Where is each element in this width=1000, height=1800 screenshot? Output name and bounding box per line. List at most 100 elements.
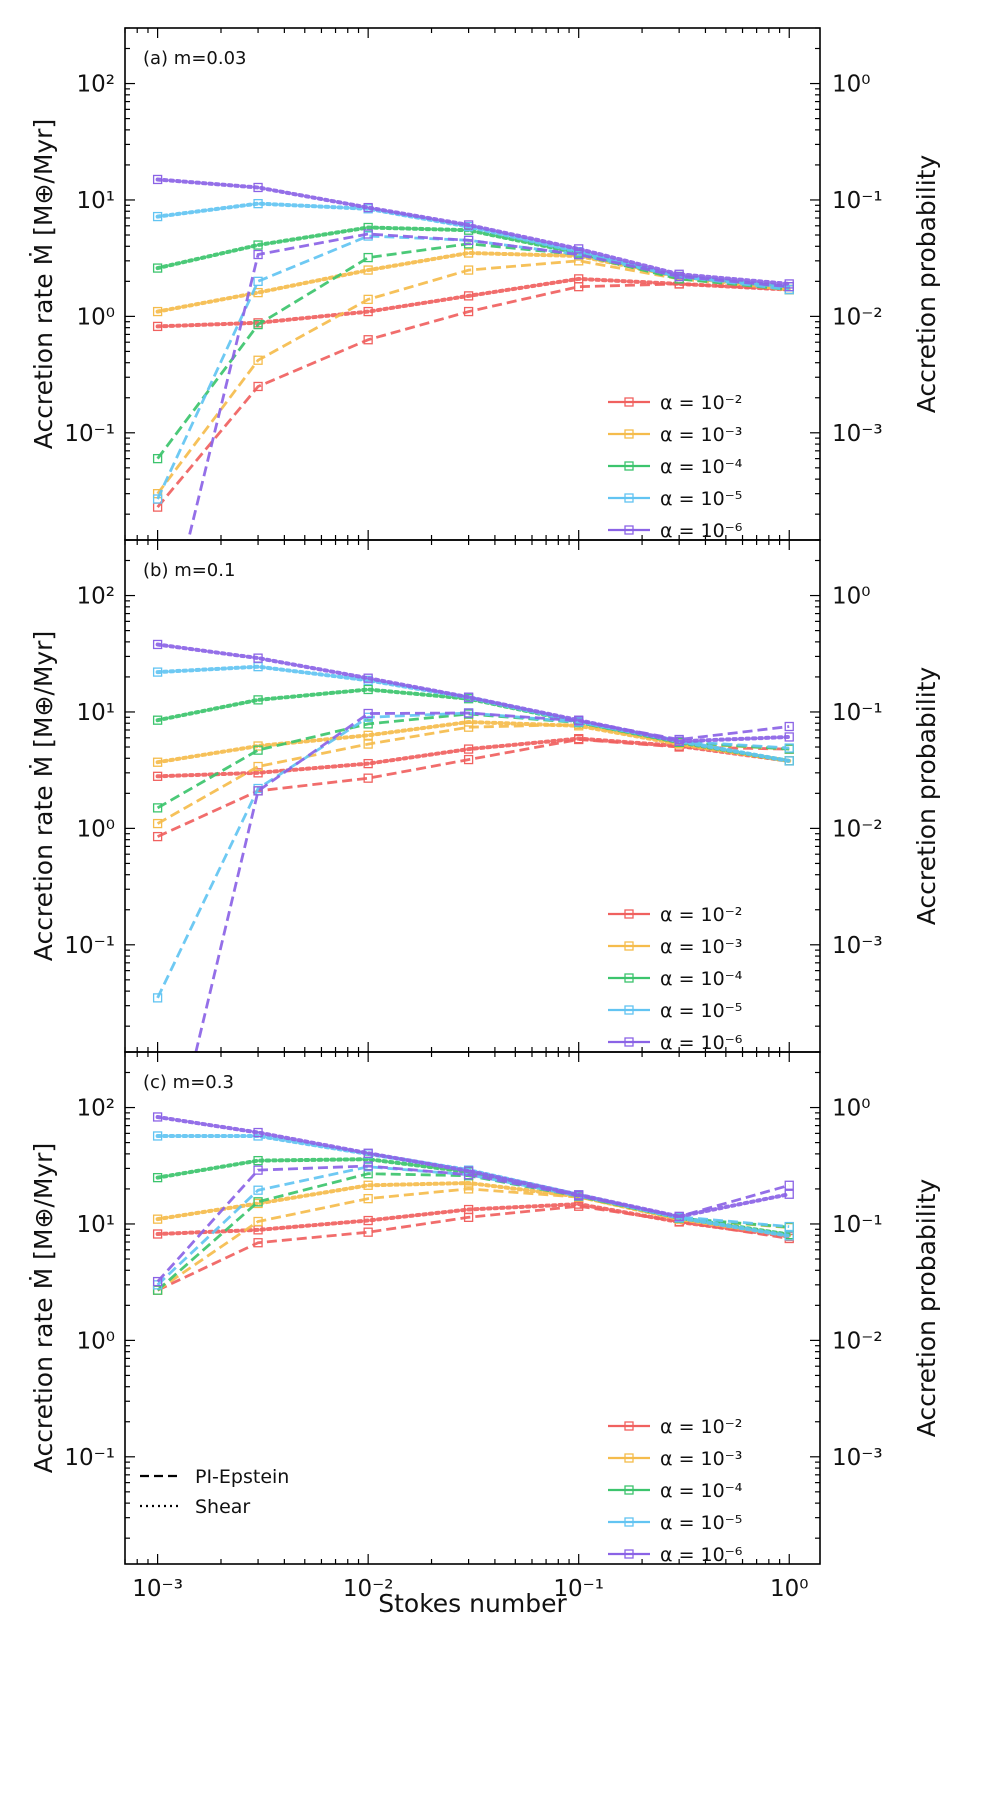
data-point-marker: [363, 773, 373, 783]
y2-tick-label: 10⁻²: [832, 304, 883, 330]
panels-group: 10⁻¹ 10⁰ 10¹ 10² 10⁻³ 10⁻² 10⁻¹ 10⁰ (a) m=0.03 Ac…: [29, 27, 941, 1602]
data-point-marker: [363, 1148, 373, 1158]
method-legend-label: Shear: [195, 1496, 250, 1518]
y-tick-label: 10⁻¹: [64, 1445, 115, 1471]
legend-entry: α = 10⁻⁴: [660, 1480, 743, 1502]
data-point-marker: [463, 1212, 474, 1222]
legend-entry: α = 10⁻³: [660, 424, 742, 446]
data-point-marker: [463, 248, 474, 258]
data-point-marker: [253, 182, 263, 193]
data-point-marker: [574, 249, 584, 260]
data-point-marker: [152, 639, 163, 650]
legend-entry: α = 10⁻⁴: [660, 968, 743, 990]
data-point-marker: [152, 993, 163, 1003]
data-point-marker: [674, 271, 684, 282]
legend-entry: α = 10⁻²: [660, 1416, 742, 1438]
data-point-marker: [363, 1180, 373, 1190]
y-tick-label: 10⁰: [77, 1328, 116, 1354]
data-point-marker: [363, 730, 373, 740]
data-point-marker: [363, 708, 373, 719]
y-tick-label: 10⁻¹: [64, 933, 115, 959]
y-axis-title: Accretion rate Ṁ [M⊕/Myr]: [29, 1143, 58, 1473]
data-point-marker: [152, 174, 163, 185]
data-point-marker: [363, 294, 373, 305]
data-point-marker: [784, 756, 794, 766]
data-point-marker: [784, 1189, 794, 1199]
alpha-legend: α = 10⁻² α = 10⁻³ α = 10⁻⁴ α = 10⁻⁵ α = 10⁻⁶: [608, 1416, 743, 1566]
y-tick-label: 10¹: [77, 1212, 116, 1238]
data-point-marker: [152, 757, 163, 767]
data-point-marker: [253, 695, 263, 705]
panel-label: (a) m=0.03: [143, 48, 247, 69]
legend-entry: α = 10⁻²: [660, 392, 742, 414]
data-point-marker: [463, 265, 474, 275]
data-point-marker: [253, 240, 263, 250]
alpha-legend: α = 10⁻² α = 10⁻³ α = 10⁻⁴ α = 10⁻⁵ α = 10⁻⁶: [608, 904, 743, 1054]
x-tick-label: 10⁰: [770, 1576, 809, 1602]
data-point-marker: [152, 715, 163, 725]
data-point-marker: [253, 1155, 263, 1166]
y2-axis-title: Accretion probability: [912, 1179, 941, 1438]
series-line-dashed-2: [156, 1172, 790, 1292]
data-point-marker: [152, 818, 163, 829]
data-point-marker: [363, 252, 373, 263]
legend-entry: α = 10⁻²: [660, 904, 742, 926]
data-point-marker: [152, 1214, 163, 1224]
legend-entry: α = 10⁻⁴: [660, 456, 743, 478]
data-point-marker: [253, 768, 263, 778]
y2-tick-label: 10⁰: [832, 72, 871, 98]
data-point-marker: [253, 653, 263, 663]
data-point-marker: [253, 276, 263, 286]
data-point-marker: [363, 306, 373, 317]
data-point-marker: [363, 202, 373, 213]
data-point-marker: [463, 692, 474, 702]
legend-marker: [624, 1453, 634, 1463]
data-point-marker: [784, 1180, 794, 1190]
data-point-marker: [463, 722, 474, 732]
legend-marker: [624, 973, 634, 983]
data-point-marker: [253, 761, 263, 772]
legend-marker: [624, 1421, 634, 1431]
data-point-marker: [363, 229, 373, 239]
series-line-dashed-4: [186, 232, 790, 540]
data-point-marker: [253, 786, 263, 796]
data-point-marker: [363, 1193, 373, 1204]
data-point-marker: [253, 355, 263, 365]
y-tick-label: 10⁰: [77, 816, 116, 842]
chart-panel-1: 10⁻¹ 10⁰ 10¹ 10² 10⁻³ 10⁻² 10⁻¹ 10⁰ (b) m=0.1 Acc…: [29, 539, 941, 1054]
data-point-marker: [152, 1131, 163, 1141]
legend-marker: [624, 1005, 634, 1015]
y2-tick-label: 10⁻¹: [832, 700, 883, 726]
data-point-marker: [784, 1222, 794, 1232]
data-point-marker: [784, 743, 794, 753]
data-point-marker: [363, 1227, 373, 1237]
legend-entry: α = 10⁻⁶: [660, 520, 742, 542]
series-group: [152, 1112, 794, 1295]
y2-tick-label: 10⁰: [832, 584, 871, 610]
x-tick-label: 10⁻¹: [553, 1576, 604, 1602]
data-point-marker: [784, 1231, 794, 1241]
data-point-marker: [674, 734, 684, 745]
data-point-marker: [363, 673, 373, 683]
legend-entry: α = 10⁻⁵: [660, 488, 742, 510]
series-line-dashed-0: [156, 282, 790, 508]
data-point-marker: [152, 1172, 163, 1183]
alpha-legend: α = 10⁻² α = 10⁻³ α = 10⁻⁴ α = 10⁻⁵ α = 10⁻⁶: [608, 392, 743, 542]
y-tick-label: 10⁰: [77, 304, 116, 330]
y2-tick-label: 10⁰: [832, 1096, 871, 1122]
y2-tick-label: 10⁻¹: [832, 188, 883, 214]
y-tick-label: 10¹: [77, 188, 116, 214]
data-point-marker: [363, 335, 373, 345]
legend-marker: [624, 525, 634, 535]
legend-marker: [624, 909, 634, 919]
data-point-marker: [574, 734, 584, 745]
data-point-marker: [574, 716, 584, 726]
panel-label: (c) m=0.3: [143, 1072, 234, 1093]
x-tick-label: 10⁻²: [343, 1576, 394, 1602]
data-point-marker: [152, 321, 163, 332]
data-point-marker: [152, 453, 163, 464]
series-group: [152, 639, 794, 1052]
data-point-marker: [152, 803, 163, 813]
legend-marker: [624, 1549, 634, 1559]
